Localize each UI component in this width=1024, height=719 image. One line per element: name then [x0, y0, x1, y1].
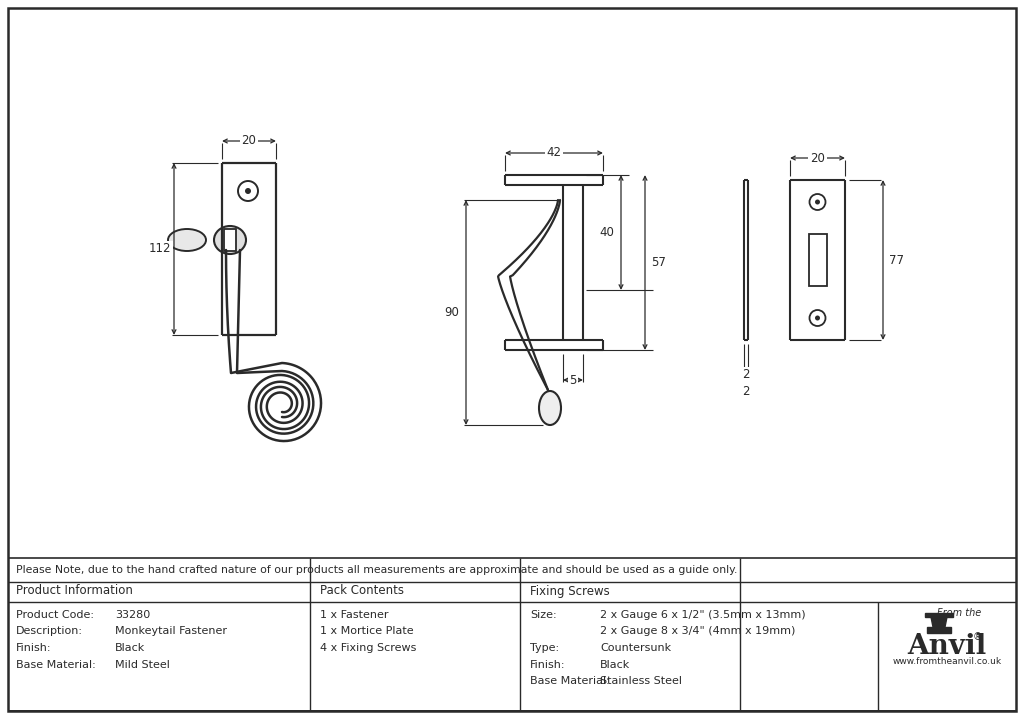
Text: Monkeytail Fastener: Monkeytail Fastener	[115, 626, 227, 636]
Text: Pack Contents: Pack Contents	[319, 585, 404, 597]
Circle shape	[815, 316, 820, 321]
Text: Finish:: Finish:	[16, 643, 51, 653]
Ellipse shape	[214, 226, 246, 254]
Text: Finish:: Finish:	[530, 659, 565, 669]
Text: 90: 90	[444, 306, 460, 319]
Text: Anvil: Anvil	[907, 633, 987, 661]
Text: Base Material:: Base Material:	[16, 659, 96, 669]
Text: 40: 40	[600, 226, 614, 239]
Text: 33280: 33280	[115, 610, 151, 620]
Text: Black: Black	[600, 659, 630, 669]
Text: Fixing Screws: Fixing Screws	[530, 585, 609, 597]
Text: 2 x Gauge 6 x 1/2" (3.5mm x 13mm): 2 x Gauge 6 x 1/2" (3.5mm x 13mm)	[600, 610, 806, 620]
Text: Description:: Description:	[16, 626, 83, 636]
Polygon shape	[927, 627, 951, 633]
Text: Countersunk: Countersunk	[600, 643, 671, 653]
Text: Base Material:: Base Material:	[530, 676, 609, 686]
Text: Please Note, due to the hand crafted nature of our products all measurements are: Please Note, due to the hand crafted nat…	[16, 565, 737, 575]
Text: 112: 112	[148, 242, 171, 255]
Text: 20: 20	[810, 152, 825, 165]
Bar	[809, 234, 826, 286]
Text: 2 x Gauge 8 x 3/4" (4mm x 19mm): 2 x Gauge 8 x 3/4" (4mm x 19mm)	[600, 626, 796, 636]
Text: 2: 2	[742, 385, 750, 398]
Ellipse shape	[168, 229, 206, 251]
Text: www.fromtheanvil.co.uk: www.fromtheanvil.co.uk	[893, 657, 1001, 667]
Bar	[224, 229, 236, 251]
Text: 2: 2	[742, 369, 750, 382]
Text: 42: 42	[547, 147, 561, 160]
Text: 77: 77	[890, 254, 904, 267]
Text: Black: Black	[115, 643, 145, 653]
Text: Stainless Steel: Stainless Steel	[600, 676, 682, 686]
Text: Product Information: Product Information	[16, 585, 133, 597]
Text: From the: From the	[937, 608, 981, 618]
Text: 5: 5	[569, 373, 577, 387]
Text: 4 x Fixing Screws: 4 x Fixing Screws	[319, 643, 417, 653]
Polygon shape	[931, 617, 947, 627]
Polygon shape	[925, 613, 953, 617]
Circle shape	[245, 188, 251, 194]
Text: Type:: Type:	[530, 643, 559, 653]
Text: 1 x Fastener: 1 x Fastener	[319, 610, 388, 620]
Text: 1 x Mortice Plate: 1 x Mortice Plate	[319, 626, 414, 636]
Text: Size:: Size:	[530, 610, 557, 620]
Text: ®: ®	[972, 632, 982, 642]
Text: Mild Steel: Mild Steel	[115, 659, 170, 669]
Ellipse shape	[539, 391, 561, 425]
Circle shape	[815, 199, 820, 204]
Text: 20: 20	[242, 134, 256, 147]
Text: 57: 57	[651, 256, 667, 269]
Text: Product Code:: Product Code:	[16, 610, 94, 620]
